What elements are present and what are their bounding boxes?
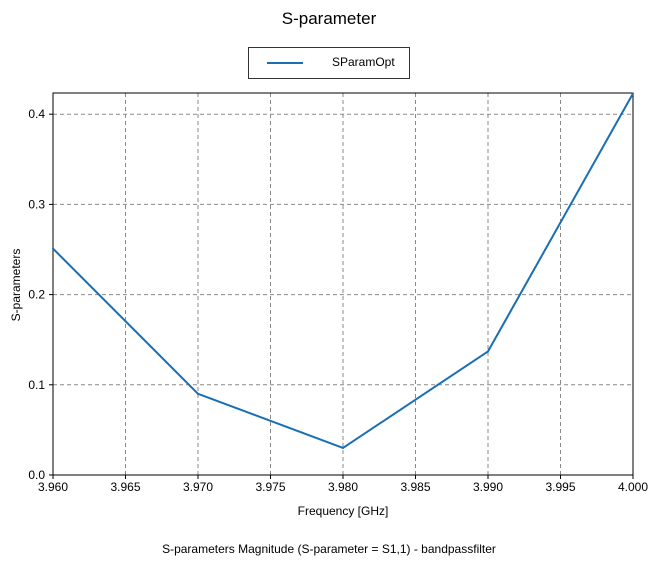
y-axis-label: S-parameters [9,248,23,322]
y-tick-label: 0.1 [28,378,45,392]
x-tick-label: 3.970 [183,480,213,494]
data-point [197,392,199,395]
y-tick-label: 0.3 [28,197,45,211]
x-tick-label: 3.965 [110,480,140,494]
data-point [487,350,489,353]
x-tick-label: 3.990 [473,480,503,494]
chart-caption: S-parameters Magnitude (S-parameter = S1… [162,542,496,556]
y-tick-label: 0.4 [28,107,45,121]
x-tick-label: 3.975 [255,480,285,494]
legend: SParamOpt [248,47,410,79]
x-tick-label: 3.980 [328,480,358,494]
data-point [52,247,54,250]
chart-title: S-parameter [281,9,377,28]
x-tick-label: 3.995 [545,480,575,494]
data-point [632,92,634,95]
x-tick-label: 3.960 [38,480,68,494]
data-point [342,446,344,449]
x-tick-label: 3.985 [400,480,430,494]
x-axis-label: Frequency [GHz] [297,504,389,518]
legend-label-sparamopt: SParamOpt [332,55,395,69]
y-tick-label: 0.0 [28,468,45,482]
y-tick-label: 0.2 [28,288,45,302]
x-tick-label: 4.000 [618,480,648,494]
legend-swatch-sparamopt [267,62,303,64]
